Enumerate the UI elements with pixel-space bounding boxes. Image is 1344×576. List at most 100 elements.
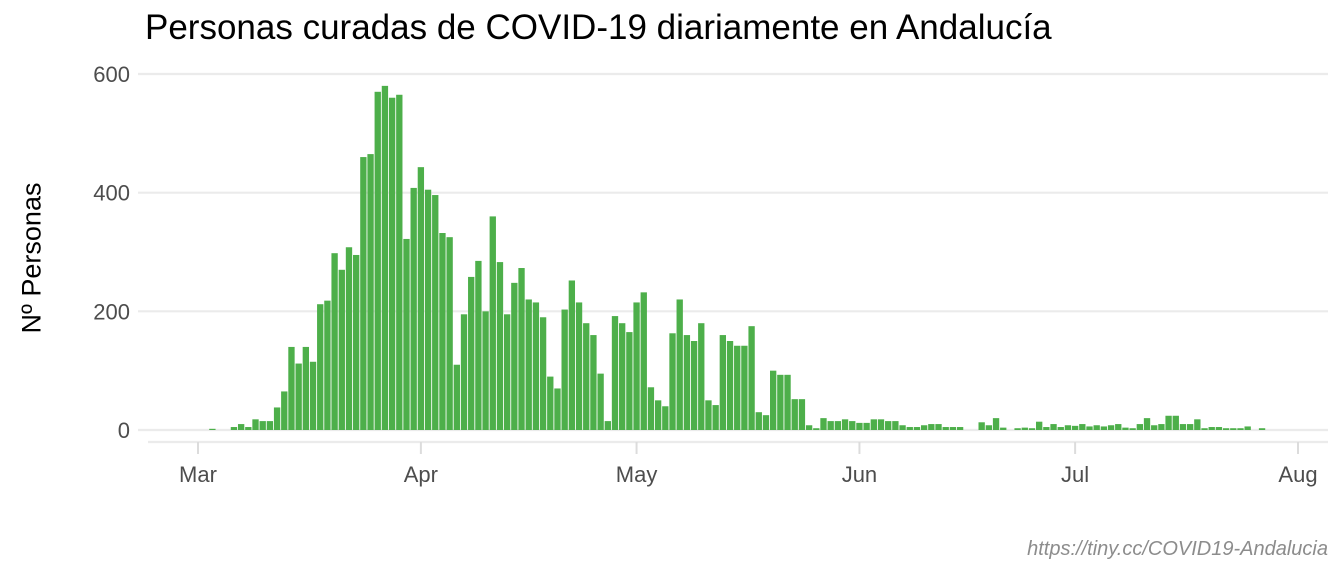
bar bbox=[899, 425, 906, 430]
bar bbox=[885, 421, 892, 430]
bar bbox=[417, 167, 425, 430]
bar bbox=[1057, 427, 1064, 430]
bar bbox=[985, 425, 993, 430]
bar bbox=[1215, 427, 1223, 430]
bar bbox=[1014, 428, 1021, 430]
bar bbox=[712, 405, 719, 430]
bar bbox=[676, 299, 683, 430]
bar bbox=[654, 400, 662, 430]
bar bbox=[611, 316, 619, 430]
bar bbox=[1115, 424, 1122, 430]
bar bbox=[805, 425, 813, 430]
bar bbox=[539, 317, 547, 430]
bar bbox=[834, 421, 842, 430]
bar bbox=[468, 276, 475, 430]
bar bbox=[489, 216, 496, 430]
bar bbox=[690, 341, 698, 430]
bar bbox=[762, 415, 770, 430]
bar bbox=[482, 311, 489, 430]
bar bbox=[396, 94, 403, 431]
bar bbox=[281, 391, 288, 430]
x-tick-label: Jun bbox=[842, 462, 877, 487]
bar bbox=[784, 374, 791, 430]
bar bbox=[388, 97, 396, 430]
bar bbox=[734, 345, 741, 430]
bar bbox=[432, 195, 439, 430]
bar bbox=[403, 238, 410, 430]
bar bbox=[1036, 421, 1043, 430]
bar bbox=[1093, 425, 1100, 430]
bar bbox=[496, 262, 504, 430]
bar bbox=[755, 412, 762, 430]
bar bbox=[928, 424, 935, 430]
bar bbox=[791, 399, 798, 430]
bar bbox=[324, 300, 331, 430]
bar bbox=[1244, 426, 1251, 430]
bar bbox=[827, 421, 834, 430]
bar bbox=[604, 421, 611, 430]
x-tick-label: Apr bbox=[404, 462, 438, 487]
bar bbox=[273, 407, 281, 430]
bar bbox=[1050, 424, 1057, 430]
x-tick-label: Jul bbox=[1061, 462, 1089, 487]
y-tick-label: 600 bbox=[93, 62, 130, 87]
bar bbox=[935, 424, 942, 430]
bar bbox=[1201, 428, 1208, 430]
bar bbox=[590, 335, 597, 430]
bar bbox=[741, 345, 748, 430]
bar bbox=[353, 254, 360, 430]
bar bbox=[647, 387, 655, 430]
bar bbox=[554, 388, 561, 430]
bar bbox=[849, 421, 856, 430]
bar bbox=[626, 332, 633, 430]
bar bbox=[877, 419, 885, 430]
bar bbox=[288, 346, 295, 430]
bar bbox=[870, 419, 877, 430]
bar bbox=[561, 309, 568, 430]
bar bbox=[1079, 424, 1086, 430]
bar bbox=[245, 427, 252, 430]
bar bbox=[1143, 418, 1151, 430]
bar bbox=[978, 422, 985, 430]
x-tick-label: Aug bbox=[1278, 462, 1317, 487]
bar bbox=[237, 424, 245, 430]
y-tick-label: 0 bbox=[118, 418, 130, 443]
bar bbox=[705, 400, 712, 430]
bar bbox=[1258, 428, 1266, 430]
bar bbox=[726, 341, 734, 430]
bar bbox=[252, 419, 259, 430]
bar bbox=[949, 427, 957, 430]
bar bbox=[266, 421, 274, 430]
bar bbox=[259, 421, 266, 430]
bar bbox=[1208, 427, 1215, 430]
bar bbox=[1237, 428, 1244, 430]
bar bbox=[633, 302, 640, 430]
bar bbox=[453, 364, 460, 430]
bar bbox=[1136, 424, 1143, 430]
bar bbox=[662, 406, 669, 430]
bar bbox=[1086, 426, 1093, 430]
bar bbox=[906, 427, 913, 430]
bar bbox=[381, 85, 389, 431]
bar bbox=[1151, 425, 1158, 430]
bar bbox=[367, 154, 374, 430]
bar bbox=[439, 233, 446, 430]
bar bbox=[770, 370, 777, 430]
bar bbox=[1230, 428, 1237, 430]
bar bbox=[331, 253, 338, 430]
bar bbox=[309, 361, 317, 430]
bar bbox=[719, 335, 726, 430]
bar bbox=[597, 373, 604, 430]
bar bbox=[856, 422, 863, 430]
x-tick-label: Mar bbox=[179, 462, 217, 487]
bar bbox=[475, 260, 482, 430]
bar bbox=[547, 376, 554, 430]
bar bbox=[511, 282, 518, 430]
bar bbox=[317, 304, 324, 430]
bar bbox=[1107, 425, 1115, 430]
bar bbox=[583, 323, 590, 430]
y-tick-label: 400 bbox=[93, 181, 130, 206]
bar bbox=[1100, 426, 1108, 430]
bar bbox=[525, 299, 532, 430]
bar bbox=[777, 374, 784, 430]
